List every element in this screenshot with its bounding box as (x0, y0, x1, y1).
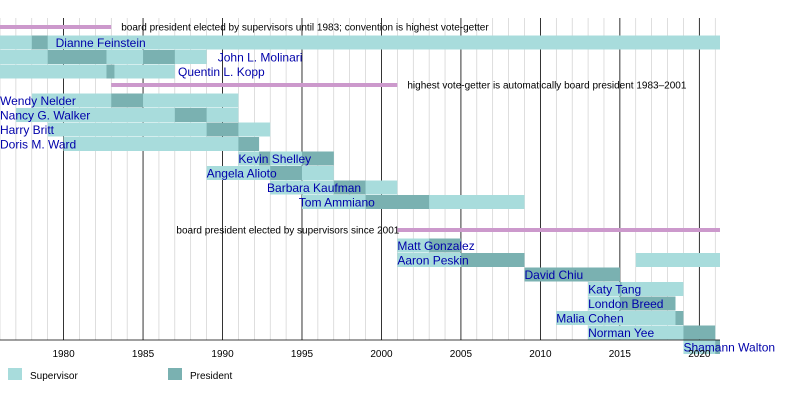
supervisor-bar (0, 64, 175, 79)
president-bar (259, 151, 271, 166)
x-axis: 1980 1985 1990 1995 2000 2005 2010 2015 2020 (0, 339, 720, 360)
x-tick-label: 2005 (450, 349, 473, 360)
supervisor-bar (635, 253, 720, 267)
supervisor-bar (588, 282, 684, 296)
president-bar (111, 93, 144, 108)
person-name-label: Shamann Walton (683, 341, 775, 355)
x-tick-label: 1985 (132, 349, 155, 360)
president-bar (47, 50, 107, 64)
person-name-label: Quentin L. Kopp (178, 65, 265, 79)
person-name-label: Doris M. Ward (0, 138, 76, 152)
president-bar (460, 253, 525, 267)
president-bar (429, 238, 461, 253)
person-name-label: Malia Cohen (556, 312, 623, 326)
annotation-rule (397, 228, 720, 232)
president-bar (675, 311, 684, 325)
person-name-label: Wendy Nelder (0, 94, 76, 108)
person-name-label: Kevin Shelley (238, 152, 311, 166)
person-name-label: Barbara Kaufman (267, 181, 361, 195)
x-tick-label: 2000 (370, 349, 393, 360)
legend-label: President (190, 371, 232, 382)
president-bar (270, 166, 302, 180)
president-bar (365, 195, 430, 209)
x-tick-label: 2020 (688, 349, 711, 360)
x-tick-label: 1980 (52, 349, 75, 360)
annotation-rule (0, 25, 112, 29)
x-tick-label: 1990 (211, 349, 234, 360)
annotation-rules (0, 25, 720, 232)
annotation-text: board president elected by supervisors s… (176, 226, 399, 237)
x-tick-label: 2015 (609, 349, 632, 360)
name-labels: board president elected by supervisors u… (0, 23, 775, 355)
president-bar (206, 122, 239, 137)
supervisor-bar (0, 35, 720, 50)
president-bar (683, 325, 716, 340)
supervisor-bar (683, 340, 720, 354)
president-bar (619, 296, 676, 311)
president-bar (524, 267, 620, 282)
president-bar (715, 340, 720, 354)
president-bar (106, 64, 115, 79)
annotation-rule (111, 83, 398, 87)
person-name-label: Angela Alioto (207, 167, 277, 181)
supervisor-bar (556, 311, 684, 325)
person-name-label: London Breed (588, 297, 663, 311)
annotation-text: board president elected by supervisors u… (121, 23, 489, 34)
legend-label: Supervisor (30, 371, 78, 382)
person-name-label: Harry Britt (0, 123, 55, 137)
legend-swatch (8, 368, 22, 380)
legend-swatch (168, 368, 182, 380)
person-name-label: Norman Yee (588, 326, 654, 340)
president-bar (143, 50, 175, 64)
person-name-label: Aaron Peskin (397, 254, 468, 268)
person-name-label: Dianne Feinstein (56, 36, 146, 50)
president-bar (174, 108, 207, 122)
president-bar (31, 35, 48, 50)
tenure-bars (0, 35, 720, 354)
president-bar (238, 137, 260, 151)
person-name-label: Tom Ammiano (299, 196, 375, 210)
president-bar (333, 180, 366, 195)
president-bar (619, 282, 622, 296)
x-tick-label: 2010 (529, 349, 552, 360)
legend: Supervisor President (8, 368, 232, 382)
person-name-label: John L. Molinari (218, 51, 303, 65)
supervisor-bar (63, 137, 260, 151)
person-name-label: David Chiu (525, 268, 584, 282)
person-name-label: Nancy G. Walker (0, 109, 90, 123)
president-bar (301, 151, 334, 166)
annotation-text: highest vote-getter is automatically boa… (407, 81, 687, 92)
person-name-label: Matt Gonzalez (397, 239, 474, 253)
x-tick-label: 1995 (291, 349, 314, 360)
person-name-label: Katy Tang (588, 283, 641, 297)
